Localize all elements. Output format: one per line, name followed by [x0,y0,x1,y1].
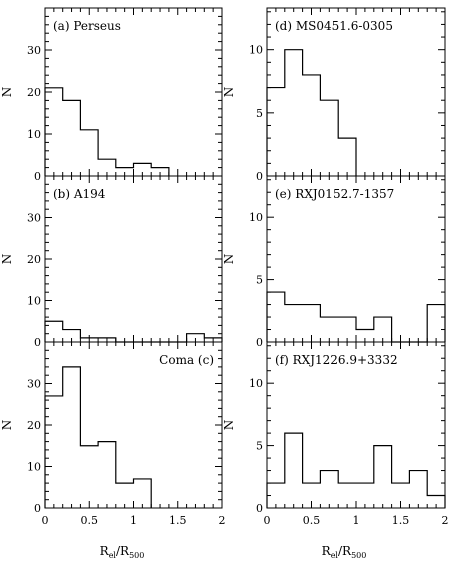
histogram-bin [267,292,285,342]
y-tick-label: 30 [27,212,41,225]
histogram-bin [356,483,374,508]
panel-2: 0 10 20 30 N (b) A194 [0,175,223,349]
histogram-bin [267,88,285,176]
y-tick-label: 5 [256,107,263,120]
y-tick-label: 0 [256,336,263,349]
histogram-bin [63,100,81,176]
histogram-bin [374,446,392,508]
y-tick-label: 20 [27,86,41,99]
panel-1: 0 10 20 30 N (a) Perseus [0,7,223,183]
histogram-bin [338,483,356,508]
panel-label: (a) Perseus [53,19,121,33]
y-axis-label: N [222,87,236,98]
x-tick-label: 1 [130,514,137,527]
y-tick-label: 20 [27,419,41,432]
x-tick-label: 2 [442,514,449,527]
histogram-bin [267,483,285,508]
histogram-bin [63,330,81,342]
histogram-bin [320,100,338,176]
histogram-bin [285,433,303,508]
histogram-bin [63,367,81,508]
histogram-bin [392,483,410,508]
panel-3: 0 10 20 30 N 0 0.5 1 1.5 2 Coma (c) [0,341,226,527]
y-tick-label: 10 [249,44,263,57]
y-tick-label: 0 [34,170,41,183]
x-tick-label: 0 [42,514,49,527]
histogram-bin [427,496,445,508]
x-tick-label: 2 [219,514,226,527]
y-axis-label: N [0,254,14,265]
panel-label: (b) A194 [53,187,106,201]
histogram-bin [134,163,152,176]
y-tick-label: 10 [27,461,41,474]
x-tick-label: 1 [353,514,360,527]
histogram-bin [80,338,98,342]
y-tick-label: 0 [34,502,41,515]
histogram-bin [134,479,152,508]
histogram-outline [44,366,152,508]
histogram-bin [303,305,321,342]
y-tick-label: 5 [256,274,263,287]
histogram-bin [187,334,205,342]
y-axis-label: N [0,87,14,98]
histogram-bin [116,483,134,508]
x-tick-label: 1.5 [169,514,187,527]
histogram-bin [285,305,303,342]
panel-label: (f) RXJ1226.9+3332 [275,353,398,367]
x-axis-label-right: Rel/R500 [322,544,367,560]
x-tick-label: 0.5 [303,514,321,527]
histogram-bin [98,159,116,176]
histogram-bin [116,168,134,176]
y-tick-label: 0 [256,170,263,183]
histogram-bin [320,471,338,508]
histogram-bin [204,338,222,342]
y-tick-label: 0 [256,502,263,515]
histogram-bin [45,321,63,342]
y-tick-label: 30 [27,44,41,57]
histogram-bin [303,75,321,176]
panel-4: 0 5 10 N (d) MS0451.6-0305 [222,7,446,183]
histogram-bin [98,338,116,342]
histogram-bin [80,130,98,176]
x-axis-label-left: Rel/R500 [100,544,145,560]
panel-6: 0 5 10 N 0 0.5 1 1.5 2 (f) RXJ1226.9+3332 [222,341,449,527]
panel-label: (e) RXJ0152.7-1357 [275,187,394,201]
y-tick-label: 0 [34,336,41,349]
y-tick-label: 10 [249,211,263,224]
panel-label: (d) MS0451.6-0305 [275,19,393,33]
y-tick-label: 5 [256,440,263,453]
histogram-outline [44,87,170,176]
x-tick-label: 1.5 [392,514,410,527]
y-tick-label: 10 [249,377,263,390]
x-tick-label: 0.5 [81,514,99,527]
histogram-outline [266,49,357,176]
histogram-bin [338,317,356,342]
y-tick-label: 10 [27,295,41,308]
histogram-bin [409,471,427,508]
histogram-bin [285,50,303,176]
histogram-bin [338,138,356,176]
y-tick-label: 20 [27,253,41,266]
histogram-bin [374,317,392,342]
y-tick-label: 30 [27,378,41,391]
y-axis-label: N [0,420,14,431]
histogram-bin [320,317,338,342]
histogram-bin [45,396,63,508]
panel-5: 0 5 10 N (e) RXJ0152.7-1357 [222,175,446,349]
y-axis-label: N [222,420,236,431]
histogram-bin [303,483,321,508]
histogram-bin [151,168,169,176]
histogram-outline [266,432,446,508]
histogram-bin [356,330,374,342]
histogram-bin [45,88,63,176]
x-tick-label: 0 [264,514,271,527]
panel-label: Coma (c) [159,353,214,367]
histogram-bin [427,305,445,342]
y-tick-label: 10 [27,128,41,141]
histogram-bin [98,442,116,508]
y-axis-label: N [222,254,236,265]
histogram-bin [80,446,98,508]
